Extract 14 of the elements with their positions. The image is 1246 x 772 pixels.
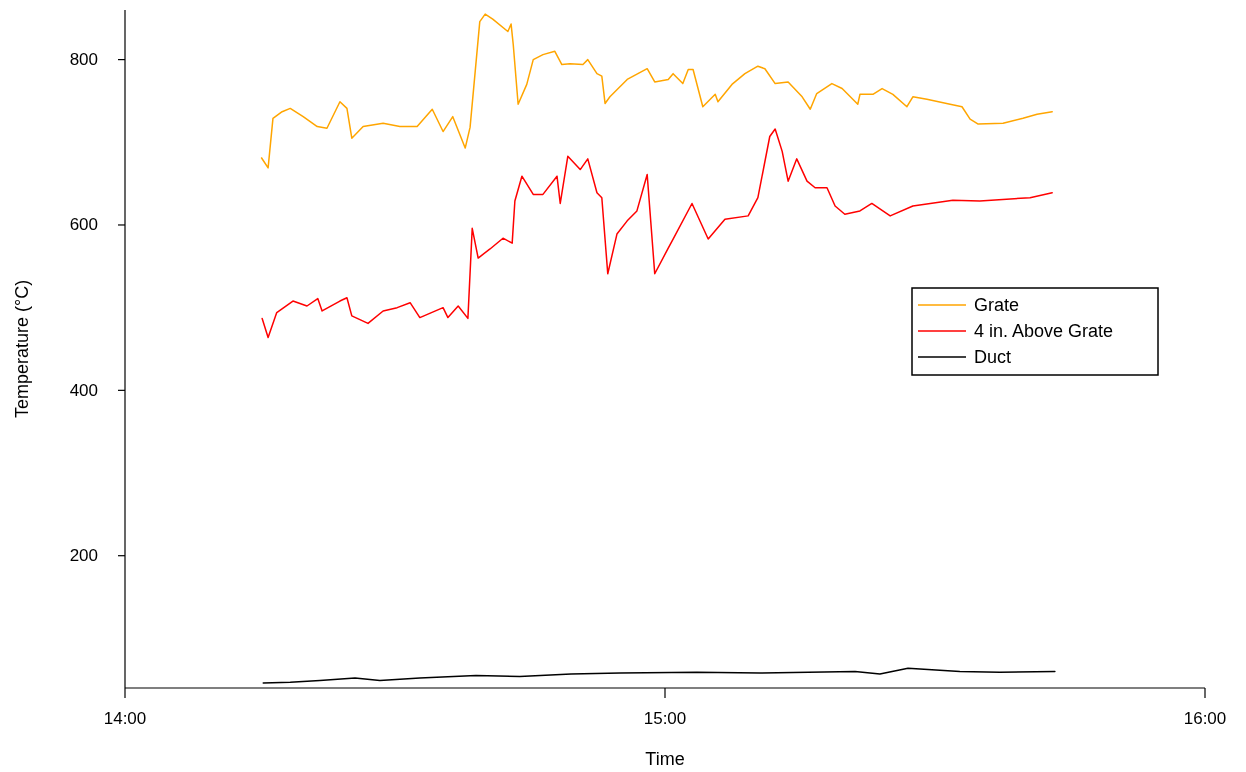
y-tick-label: 400	[69, 380, 98, 400]
line-series	[262, 667, 1056, 684]
y-tick-label: 200	[69, 546, 98, 566]
x-tick-label: 15:00	[643, 709, 687, 728]
y-tick-label: 600	[69, 215, 98, 235]
x-tick-label: 14:00	[103, 709, 147, 728]
legend-label: Grate	[974, 295, 1020, 315]
y-axis-title: Temperature (°C)	[12, 279, 32, 419]
legend-label: Duct	[974, 347, 1012, 367]
y-tick-label: 800	[69, 50, 98, 70]
line-series	[260, 13, 1053, 169]
x-tick-label: 16:00	[1183, 709, 1227, 728]
x-axis-title: Time	[645, 749, 685, 769]
legend-label: 4 in. Above Grate	[974, 321, 1114, 341]
